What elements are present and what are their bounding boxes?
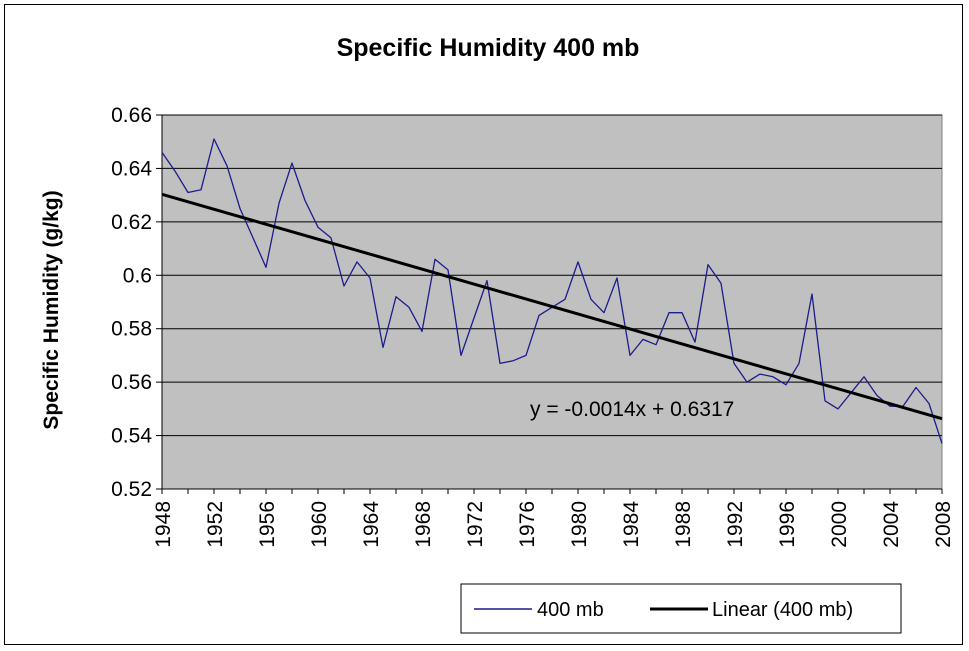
x-tick-label: 1976 xyxy=(516,501,539,548)
y-tick-label: 0.62 xyxy=(111,211,152,234)
x-axis-ticks: 1948 1952 1956 1960 1964 1968 1972 1976 1980 1984… xyxy=(152,489,955,548)
x-tick-label: 1948 xyxy=(152,501,175,548)
series-group xyxy=(161,138,943,444)
legend-label-linear: Linear (400 mb) xyxy=(712,599,853,621)
x-tick-label: 1996 xyxy=(776,501,799,548)
x-tick-label: 2004 xyxy=(880,501,903,548)
x-tick-label: 1960 xyxy=(308,501,331,548)
legend-label-400mb: 400 mb xyxy=(537,599,604,621)
trendline xyxy=(161,192,943,421)
y-axis-label: Specific Humidity (g/kg) xyxy=(40,190,63,429)
y-tick-label: 0.66 xyxy=(111,104,152,127)
y-tick-label: 0.54 xyxy=(111,425,152,448)
y-tick-label: 0.58 xyxy=(111,318,152,341)
x-tick-label: 1952 xyxy=(204,501,227,548)
y-tick-label: 0.52 xyxy=(111,478,152,501)
y-tick-label: 0.56 xyxy=(111,371,152,394)
x-tick-label: 1968 xyxy=(412,501,435,548)
y-tick-label: 0.6 xyxy=(123,264,152,287)
x-tick-label: 1992 xyxy=(724,501,747,548)
x-tick-label: 1964 xyxy=(360,501,383,548)
chart-title: Specific Humidity 400 mb xyxy=(337,34,640,62)
x-tick-label: 1984 xyxy=(620,501,643,548)
x-tick-label: 2008 xyxy=(932,501,955,548)
trendline-equation: y = -0.0014x + 0.6317 xyxy=(530,398,734,421)
x-tick-label: 1988 xyxy=(672,501,695,548)
y-axis-ticks: 0.66 0.64 0.62 0.6 0.58 0.56 0.54 0.52 xyxy=(111,104,942,501)
y-tick-label: 0.64 xyxy=(111,157,152,180)
x-tick-label: 2000 xyxy=(828,501,851,548)
legend: 400 mb Linear (400 mb) xyxy=(460,583,902,634)
x-tick-label: 1980 xyxy=(568,501,591,548)
plot-area xyxy=(161,114,943,490)
x-tick-label: 1972 xyxy=(464,501,487,548)
x-tick-label: 1956 xyxy=(256,501,279,548)
